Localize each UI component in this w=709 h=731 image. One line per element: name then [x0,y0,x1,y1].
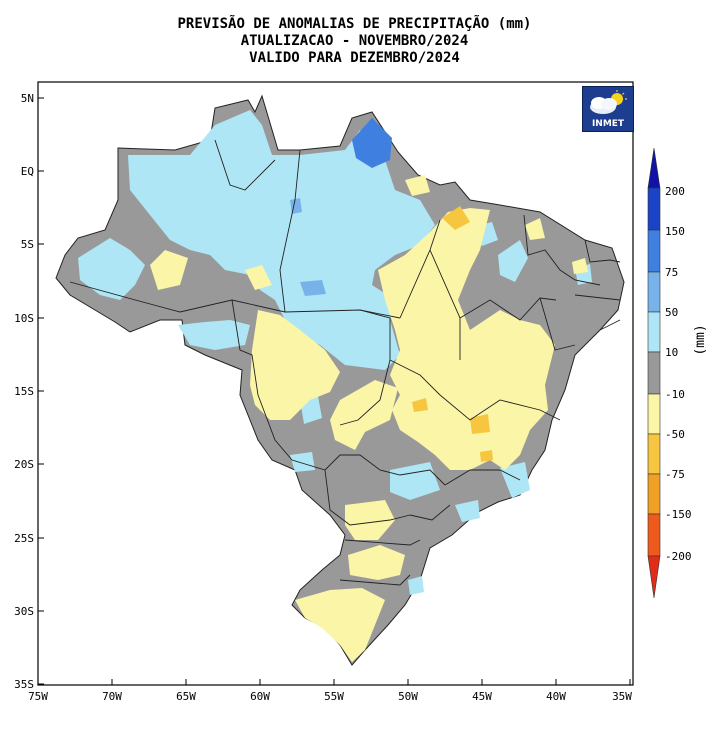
lon-label: 65W [176,690,196,703]
legend-arrow-bottom [647,555,661,599]
lat-label: 25S [14,532,34,545]
title-line-1: PREVISÃO DE ANOMALIAS DE PRECIPITAÇÃO (m… [177,16,532,32]
logo-text: INMET [591,119,625,129]
longitude-axis: 75W 70W 65W 60W 55W 50W 45W 40W 35W [28,679,632,703]
state-borders [69,139,621,586]
legend-arrow-top [647,147,661,189]
legend-label: 10 [665,346,678,359]
anomaly-zone-minus50-minus75 [412,206,493,462]
lon-label: 75W [28,690,48,703]
legend-label: -50 [665,428,685,441]
lat-label: EQ [21,165,34,178]
anomaly-zone-10-50 [78,110,592,595]
lat-label: 15S [14,385,34,398]
legend-labels: 200 150 75 50 10 -10 -50 -75 -150 -200 (… [665,185,708,563]
latitude-axis: 5N EQ 5S 10S 15S 20S 25S 30S 35S [14,92,44,691]
anomaly-zone-75-150 [352,118,392,168]
legend-label: 50 [665,306,678,319]
legend-swatch [647,473,661,515]
lon-label: 45W [472,690,492,703]
legend-label: -150 [665,508,692,521]
legend-swatch [647,271,661,313]
legend-label: 200 [665,185,685,198]
legend-swatch [647,433,661,475]
lon-label: 40W [546,690,566,703]
legend-label: -75 [665,468,685,481]
legend-swatch [647,187,661,231]
lat-label: 5S [21,238,34,251]
lat-label: 30S [14,605,34,618]
lon-label: 55W [324,690,344,703]
title-line-2: ATUALIZACAO - NOVEMBRO/2024 [240,33,469,49]
legend-unit: (mm) [693,324,708,355]
legend-swatch [647,229,661,273]
inmet-logo: INMET [582,86,634,132]
legend-swatch [647,311,661,353]
lon-label: 35W [612,690,632,703]
lon-label: 70W [102,690,122,703]
lat-label: 5N [21,92,34,105]
legend-swatch [647,393,661,435]
legend-label: 75 [665,266,678,279]
lat-label: 20S [14,458,34,471]
lon-label: 50W [398,690,418,703]
legend-label: -200 [665,550,692,563]
lon-label: 60W [250,690,270,703]
lat-label: 10S [14,312,34,325]
lat-label: 35S [14,678,34,691]
title-line-3: VALIDO PARA DEZEMBRO/2024 [249,50,460,66]
legend-label: 150 [665,225,685,238]
map-title: PREVISÃO DE ANOMALIAS DE PRECIPITAÇÃO (m… [0,16,709,67]
cloud-sun-icon [590,90,627,114]
legend-label: -10 [665,388,685,401]
legend-swatch [647,351,661,395]
legend-swatch [647,513,661,557]
legend-colorbar [647,147,661,599]
